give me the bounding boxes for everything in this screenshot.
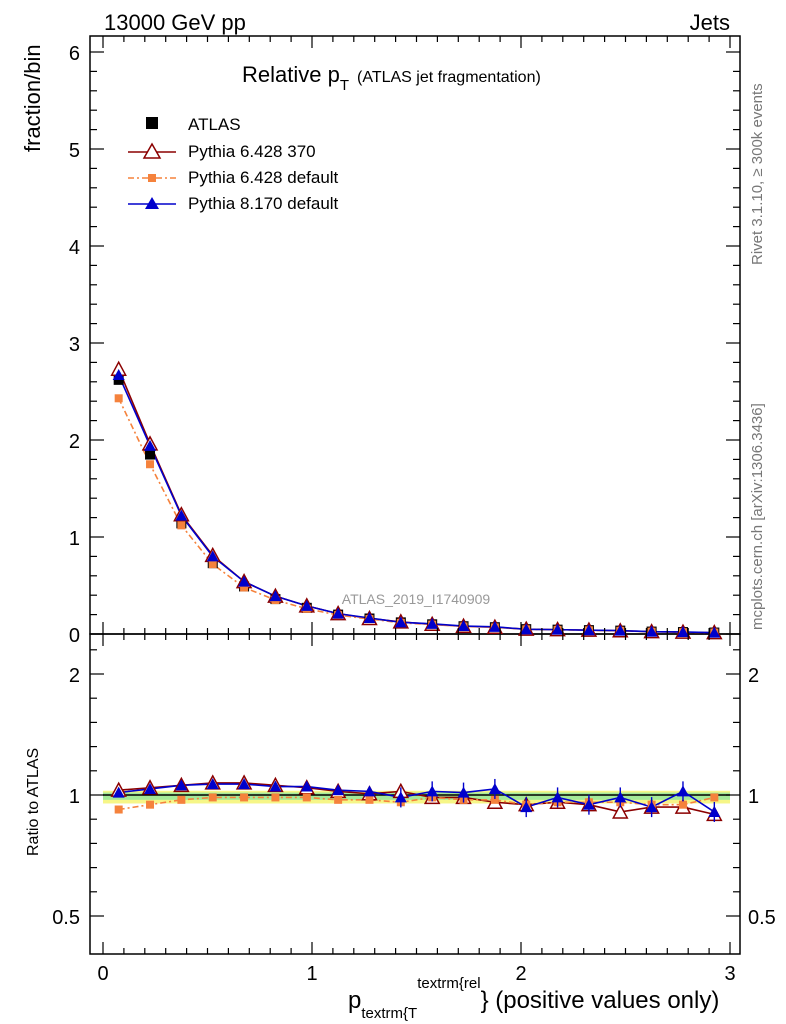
legend: ATLAS Pythia 6.428 370 Pythia 6.428 defa…: [128, 115, 339, 213]
ratio-point-pythia8: [269, 780, 282, 792]
title-rest: (ATLAS jet fragmentation): [357, 69, 541, 86]
point-pythia8: [582, 624, 595, 636]
ratio-tick-label-right: 0.5: [748, 907, 776, 929]
x-tick-label: 3: [724, 963, 735, 985]
point-pythia8: [363, 611, 376, 623]
x-tick-label: 0: [97, 963, 108, 985]
data-point-atlas: [145, 449, 156, 460]
analysis-watermark: ATLAS_2019_I1740909: [342, 591, 491, 607]
title-sub: T: [340, 77, 349, 94]
ratio-tick-label-right: 2: [748, 665, 759, 687]
chart-title: Relative pT (ATLAS jet fragmentation): [242, 62, 541, 94]
point-pythia8: [488, 620, 501, 632]
ratio-tick-label: 2: [69, 665, 80, 687]
point-pythia8: [300, 599, 313, 611]
point-pythia8: [144, 439, 157, 451]
legend-marker-pythia6-370: [142, 142, 162, 159]
x-tick-label: 2: [515, 963, 526, 985]
x-label-sup: textrm{rel: [417, 975, 480, 992]
point-pythia8: [112, 369, 125, 381]
ratio-band-stat-uncertainty: [103, 792, 730, 800]
ratio-point-pythia6-default: [114, 805, 123, 814]
point-pythia6-default: [177, 521, 186, 530]
point-pythia8: [614, 624, 627, 636]
ratio-line-1: [118, 796, 715, 811]
y-tick-label: 0: [69, 625, 80, 647]
ratio-point-pythia8: [363, 785, 376, 797]
point-pythia8: [645, 625, 658, 637]
y-tick-label: 6: [69, 43, 80, 65]
ratio-point-pythia6-default: [240, 793, 249, 802]
x-label-rest: } (positive values only): [481, 987, 720, 1014]
ratio-point-pythia6-default: [208, 793, 217, 802]
ratio-point-pythia8: [300, 780, 313, 792]
ratio-point-pythia6-default: [302, 793, 311, 802]
ratio-point-pythia6-default: [334, 795, 343, 804]
point-pythia8: [426, 617, 439, 629]
point-pythia8: [206, 550, 219, 562]
y-tick-label: 1: [69, 528, 80, 550]
point-pythia6-default: [114, 394, 123, 403]
x-tick-label: 1: [306, 963, 317, 985]
ratio-point-pythia6-default: [490, 795, 499, 804]
mcplots-label: mcplots.cern.ch [arXiv:1306.3436]: [749, 403, 766, 630]
legend-label-pythia6-default: Pythia 6.428 default: [188, 168, 339, 187]
ratio-point-pythia8: [112, 786, 125, 798]
x-label-sub: textrm{T: [361, 1005, 417, 1022]
ratio-point-pythia8: [144, 782, 157, 794]
ratio-tick-label: 0.5: [52, 907, 80, 929]
point-pythia8: [520, 623, 533, 635]
point-pythia6-default: [240, 583, 249, 592]
point-pythia8: [708, 626, 721, 638]
ratio-point-pythia8: [238, 778, 251, 790]
point-pythia8: [457, 620, 470, 632]
ratio-point-pythia6-370: [612, 803, 629, 819]
y-tick-label: 4: [69, 237, 80, 259]
ratio-point-pythia8: [332, 784, 345, 796]
ratio-tick-label-right: 1: [748, 786, 759, 808]
ratio-point-pythia6-default: [678, 800, 687, 809]
ratio-point-pythia6-default: [365, 795, 374, 804]
ratio-point-pythia6-default: [146, 800, 155, 809]
point-pythia8: [394, 616, 407, 628]
legend-label-pythia6-370: Pythia 6.428 370: [188, 142, 316, 161]
point-pythia8: [269, 590, 282, 602]
ratio-plot-frame: [89, 633, 741, 955]
ratio-point-pythia8: [206, 778, 219, 790]
ratio-y-axis-label: Ratio to ATLAS: [25, 748, 42, 856]
ratio-tick-label: 1: [69, 786, 80, 808]
point-pythia8: [175, 509, 188, 521]
ratio-point-pythia6-default: [177, 795, 186, 804]
x-axis-label: ptextrm{Ttextrm{rel} (positive values on…: [348, 975, 719, 1022]
y-axis-label: fraction/bin: [20, 44, 45, 152]
legend-marker-pythia8: [145, 197, 159, 209]
y-tick-label: 5: [69, 140, 80, 162]
rivet-label: Rivet 3.1.10, ≥ 300k events: [749, 83, 766, 265]
ratio-point-pythia6-default: [710, 793, 719, 802]
y-tick-label: 2: [69, 431, 80, 453]
title-main: Relative p: [242, 62, 340, 87]
point-pythia6-default: [208, 560, 217, 569]
legend-label-pythia8: Pythia 8.170 default: [188, 194, 339, 213]
point-pythia8: [332, 607, 345, 619]
legend-marker-pythia6-default: [148, 174, 156, 182]
category-label: Jets: [690, 10, 730, 35]
point-pythia8: [238, 575, 251, 587]
x-label-p: p: [348, 987, 361, 1014]
point-pythia6-default: [146, 460, 155, 469]
ratio-point-pythia6-default: [271, 793, 280, 802]
y-tick-label: 3: [69, 334, 80, 356]
point-pythia8: [551, 623, 564, 635]
legend-label-atlas: ATLAS: [188, 115, 241, 134]
ratio-point-pythia8: [175, 779, 188, 791]
point-pythia8: [676, 625, 689, 637]
energy-label: 13000 GeV pp: [104, 10, 246, 35]
legend-marker-atlas: [146, 117, 158, 129]
